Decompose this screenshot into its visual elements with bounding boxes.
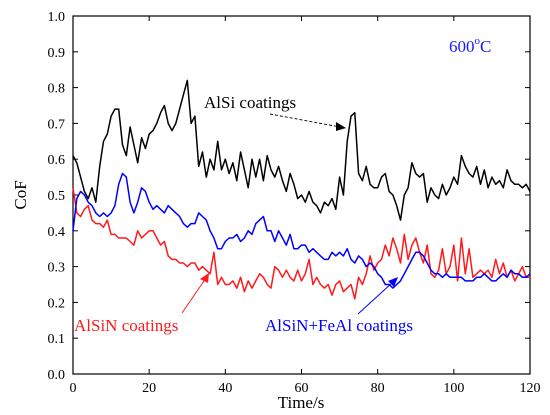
y-tick-label: 0.3 — [48, 261, 66, 276]
annotation-alsi-arrow — [269, 113, 341, 128]
series-line-alsi-coatings — [72, 79, 531, 221]
y-tick-label: 0.2 — [48, 296, 66, 311]
temperature-degree: o — [475, 35, 481, 47]
series-lines — [72, 79, 531, 300]
y-tick-label: 0.0 — [48, 368, 66, 383]
y-tick-label: 0.7 — [48, 117, 66, 132]
series-line-alsin-feal-coatings — [72, 172, 531, 289]
annotation-alsin-feal: AlSiN+FeAl coatings — [265, 277, 413, 335]
x-tick-label: 100 — [443, 381, 464, 396]
annotation-alsin-arrowhead — [200, 273, 209, 283]
series-line-alsin-coatings — [72, 187, 530, 300]
axis-ticks: 0 20 40 60 80 100 120 0.0 0.1 0.2 0.3 0.4 0.5 0.6 0.7 0… — [48, 10, 541, 396]
y-tick-label: 1.0 — [48, 10, 66, 25]
y-tick-label: 0.1 — [48, 332, 66, 347]
y-tick-label: 0.8 — [48, 82, 66, 97]
x-tick-label: 80 — [371, 381, 385, 396]
y-tick-label: 0.5 — [48, 189, 66, 204]
annotation-alsin-feal-label: AlSiN+FeAl coatings — [265, 316, 413, 335]
annotation-alsin-feal-arrowhead — [388, 277, 398, 287]
x-tick-label: 40 — [218, 381, 232, 396]
y-tick-label: 0.6 — [48, 153, 66, 168]
annotation-alsi: AlSi coatings — [204, 93, 346, 131]
x-tick-label: 60 — [295, 381, 309, 396]
annotation-alsi-arrowhead — [336, 122, 346, 131]
y-tick-label: 0.4 — [48, 225, 66, 240]
y-axis-title: CoF — [11, 180, 30, 209]
x-tick-label: 120 — [520, 381, 541, 396]
temperature-value: 600 — [449, 37, 475, 56]
annotation-alsin: AlSiN coatings — [74, 273, 209, 335]
annotation-alsi-label: AlSi coatings — [204, 93, 296, 112]
y-tick-label: 0.9 — [48, 46, 66, 61]
x-axis-title: Time/s — [278, 393, 325, 412]
x-tick-label: 20 — [142, 381, 156, 396]
annotation-alsin-label: AlSiN coatings — [74, 316, 178, 335]
annotation-alsin-feal-arrow — [357, 281, 394, 315]
temperature-label: 600oC — [449, 35, 491, 56]
temperature-unit: C — [480, 37, 491, 56]
annotation-alsin-arrow — [181, 277, 207, 314]
x-tick-label: 0 — [70, 381, 77, 396]
